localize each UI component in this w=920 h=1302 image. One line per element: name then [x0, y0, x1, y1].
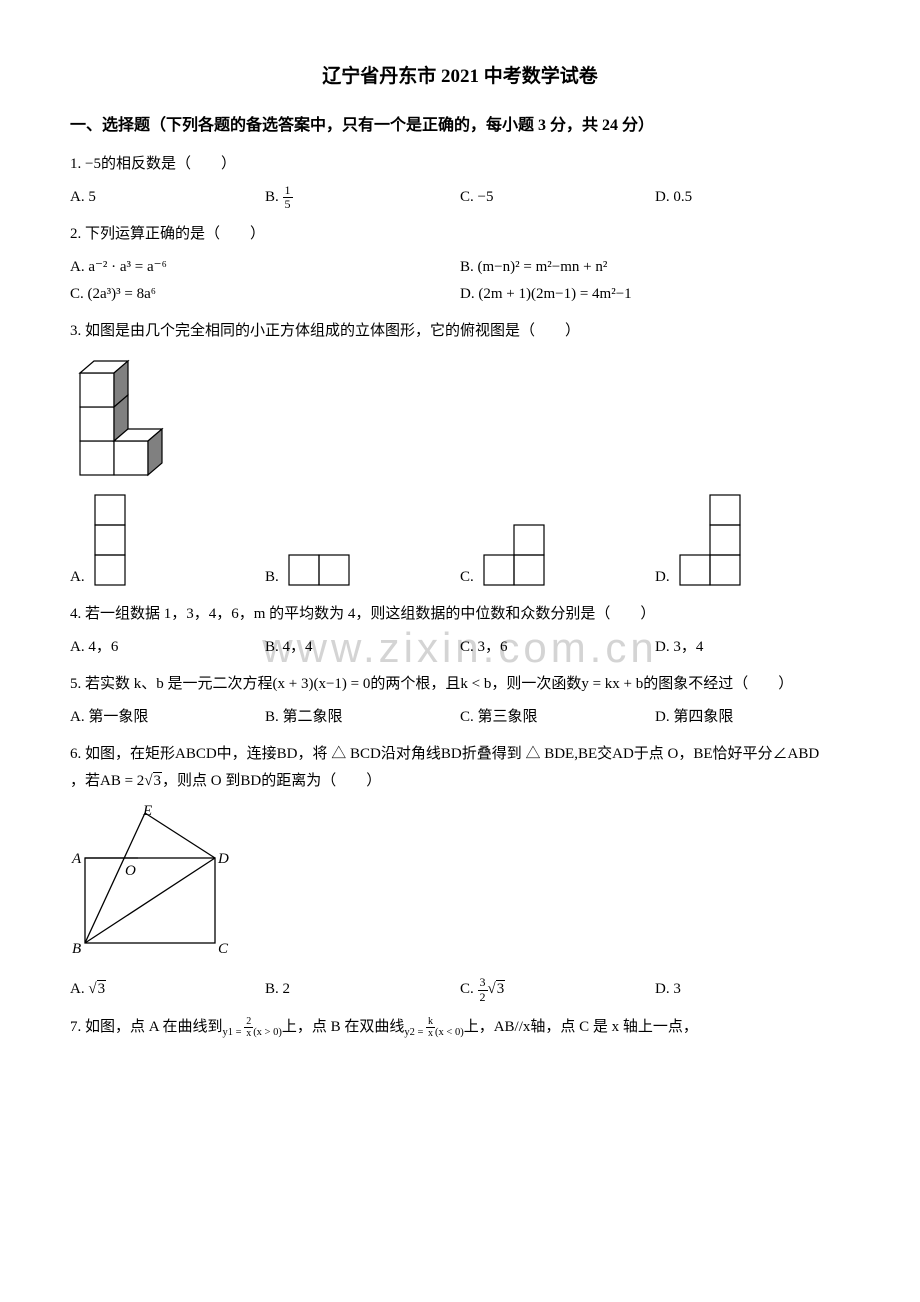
svg-text:C: C — [218, 941, 229, 957]
q1-text: 1. −5的相反数是（ ） — [70, 151, 850, 178]
q6-t1: 6. 如图，在矩形ABCD中，连接BD，将 △ BCD沿对角线BD折叠得到 △ … — [70, 746, 819, 762]
q3-B-label: B. — [265, 564, 279, 591]
q3-C-label: C. — [460, 564, 474, 591]
q5-text: 5. 若实数 k、b 是一元二次方程(x + 3)(x−1) = 0的两个根，且… — [70, 671, 850, 698]
svg-text:D: D — [217, 851, 229, 867]
q1-optB: B. 15 — [265, 184, 460, 211]
q7-y2n: k — [426, 1016, 435, 1028]
q4-optA: A. 4，6 — [70, 634, 265, 661]
q7-y2a: y2 = — [404, 1027, 426, 1038]
q6-C-label: C. — [460, 981, 478, 997]
q5-options: A. 第一象限 B. 第二象限 C. 第三象限 D. 第四象限 — [70, 704, 850, 731]
q1-B-den: 5 — [283, 198, 293, 211]
question-3: 3. 如图是由几个完全相同的小正方体组成的立体图形，它的俯视图是（ ） — [70, 318, 850, 591]
q2-optD: D. (2m + 1)(2m−1) = 4m²−1 — [460, 281, 850, 308]
svg-text:A: A — [71, 851, 82, 867]
question-4: 4. 若一组数据 1，3，4，6，m 的平均数为 4，则这组数据的中位数和众数分… — [70, 601, 850, 661]
q6-C-rad: 3 — [496, 980, 506, 997]
question-7: 7. 如图，点 A 在曲线到y1 = 2x(x > 0)上，点 B 在双曲线y2… — [70, 1014, 850, 1043]
q6-C-den: 2 — [478, 991, 488, 1004]
q1-optB-label: B. — [265, 189, 283, 205]
question-2: 2. 下列运算正确的是（ ） A. a⁻² · a³ = a⁻⁶ B. (m−n… — [70, 221, 850, 308]
q5-optC: C. 第三象限 — [460, 704, 655, 731]
q6-optA: A. 3 — [70, 976, 265, 1003]
q2-optB: B. (m−n)² = m²−mn + n² — [460, 254, 850, 281]
q4-options: A. 4，6 B. 4，4 C. 3，6 D. 3，4 — [70, 634, 850, 661]
q6-text: 6. 如图，在矩形ABCD中，连接BD，将 △ BCD沿对角线BD折叠得到 △ … — [70, 741, 850, 795]
q6-optB: B. 2 — [265, 976, 460, 1003]
q2-optA: A. a⁻² · a³ = a⁻⁶ — [70, 254, 460, 281]
q7-y2d: x — [426, 1028, 435, 1039]
q6-A-label: A. — [70, 981, 88, 997]
question-1: 1. −5的相反数是（ ） A. 5 B. 15 C. −5 D. 0.5 — [70, 151, 850, 211]
q6-optC: C. 323 — [460, 976, 655, 1003]
q7-t3: 上，AB//x轴，点 C 是 x 轴上一点， — [464, 1019, 698, 1035]
q6-optD: D. 3 — [655, 976, 850, 1003]
q6-rad: 3 — [153, 772, 163, 789]
q6-A-rad: 3 — [97, 980, 107, 997]
section-heading: 一、选择题（下列各题的备选答案中，只有一个是正确的，每小题 3 分，共 24 分… — [70, 112, 850, 141]
q6-figure: E A D B C O — [70, 803, 850, 968]
q3-figure — [70, 353, 850, 483]
svg-text:O: O — [125, 863, 136, 879]
svg-text:B: B — [72, 941, 81, 957]
q6-options: A. 3 B. 2 C. 323 D. 3 — [70, 976, 850, 1003]
q4-optC: C. 3，6 — [460, 634, 655, 661]
q7-y1d: x — [244, 1028, 253, 1039]
q2-options: A. a⁻² · a³ = a⁻⁶ B. (m−n)² = m²−mn + n²… — [70, 254, 850, 308]
q7-y1a: y1 = — [223, 1027, 245, 1038]
q6-C-num: 3 — [478, 976, 488, 990]
q3-optC: C. — [460, 521, 655, 591]
q7-y1n: 2 — [244, 1016, 253, 1028]
q7-t1: 7. 如图，点 A 在曲线到 — [70, 1019, 223, 1035]
q1-options: A. 5 B. 15 C. −5 D. 0.5 — [70, 184, 850, 211]
q5-optD: D. 第四象限 — [655, 704, 850, 731]
q3-optB: B. — [265, 551, 460, 591]
q6-t2c: ，则点 O 到BD的距离为（ ） — [162, 773, 381, 789]
q3-D-label: D. — [655, 564, 670, 591]
question-6: 6. 如图，在矩形ABCD中，连接BD，将 △ BCD沿对角线BD折叠得到 △ … — [70, 741, 850, 1003]
q2-text: 2. 下列运算正确的是（ ） — [70, 221, 850, 248]
svg-text:E: E — [142, 803, 152, 819]
q4-text: 4. 若一组数据 1，3，4，6，m 的平均数为 4，则这组数据的中位数和众数分… — [70, 601, 850, 628]
q3-optA: A. — [70, 491, 265, 591]
q7-y2b: (x < 0) — [435, 1027, 464, 1038]
q1-optC: C. −5 — [460, 184, 655, 211]
q1-optA: A. 5 — [70, 184, 265, 211]
q6-t2: ，若AB = 2 — [70, 773, 144, 789]
q7-text: 7. 如图，点 A 在曲线到y1 = 2x(x > 0)上，点 B 在双曲线y2… — [70, 1014, 850, 1043]
q4-optD: D. 3，4 — [655, 634, 850, 661]
q2-optC: C. (2a³)³ = 8a⁶ — [70, 281, 460, 308]
q7-y1b: (x > 0) — [253, 1027, 282, 1038]
q5-optB: B. 第二象限 — [265, 704, 460, 731]
q3-text: 3. 如图是由几个完全相同的小正方体组成的立体图形，它的俯视图是（ ） — [70, 318, 850, 345]
q7-t2: 上，点 B 在双曲线 — [282, 1019, 405, 1035]
q3-A-label: A. — [70, 564, 85, 591]
q1-B-num: 1 — [283, 184, 293, 198]
q5-optA: A. 第一象限 — [70, 704, 265, 731]
page-title: 辽宁省丹东市 2021 中考数学试卷 — [70, 60, 850, 94]
q3-optD: D. — [655, 491, 850, 591]
question-5: 5. 若实数 k、b 是一元二次方程(x + 3)(x−1) = 0的两个根，且… — [70, 671, 850, 731]
q1-optD: D. 0.5 — [655, 184, 850, 211]
q3-options: A. B. C. D. — [70, 491, 850, 591]
q4-optB: B. 4，4 — [265, 634, 460, 661]
